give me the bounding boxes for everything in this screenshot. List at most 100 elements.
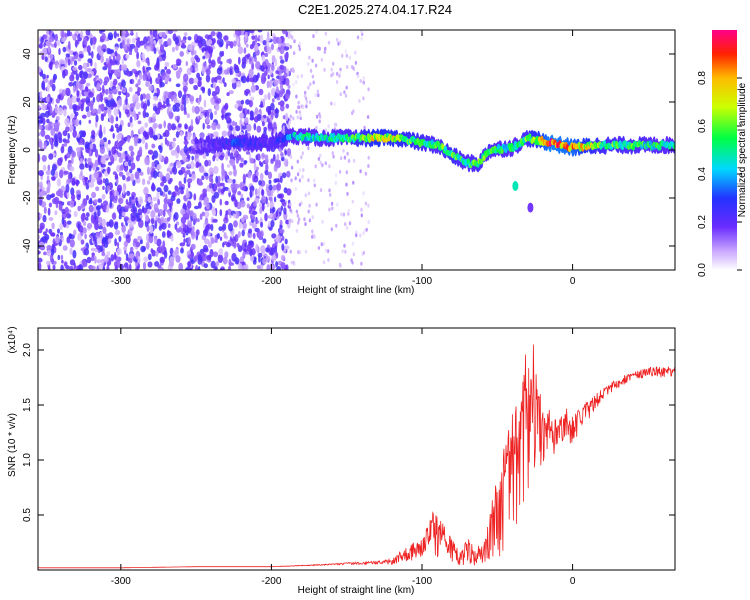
noise-cell	[167, 217, 171, 222]
noise-cell	[39, 213, 43, 219]
noise-cell	[159, 82, 165, 88]
noise-cell	[145, 93, 151, 102]
sparse-noise-cell	[324, 161, 327, 166]
noise-cell	[43, 206, 47, 214]
noise-cell	[257, 188, 261, 197]
noise-cell	[241, 186, 246, 191]
noise-cell	[55, 236, 60, 244]
noise-cell	[265, 247, 270, 253]
noise-cell	[194, 105, 200, 115]
noise-cell	[75, 179, 79, 187]
sparse-noise-cell	[315, 125, 318, 130]
noise-cell	[126, 190, 131, 197]
noise-cell	[142, 205, 145, 213]
noise-cell	[121, 87, 127, 94]
noise-cell	[212, 218, 218, 223]
noise-cell	[228, 265, 232, 270]
noise-cell	[203, 222, 206, 230]
noise-cell	[41, 154, 47, 162]
noise-cell	[160, 142, 163, 147]
noise-cell	[207, 39, 213, 45]
noise-cell	[197, 76, 202, 81]
sparse-noise-cell	[334, 122, 338, 127]
sparse-noise-cell	[345, 85, 348, 90]
sparse-noise-cell	[307, 209, 310, 214]
noise-cell	[112, 132, 115, 139]
sparse-noise-cell	[304, 193, 307, 198]
sparse-noise-cell	[364, 171, 368, 176]
noise-cell	[234, 104, 239, 109]
noise-cell	[210, 223, 214, 232]
noise-cell	[269, 69, 273, 76]
noise-cell	[118, 198, 124, 205]
noise-cell	[193, 77, 198, 84]
noise-cell	[110, 254, 115, 262]
noise-cell	[57, 39, 60, 47]
sparse-noise-cell	[296, 213, 300, 218]
noise-cell	[261, 195, 266, 204]
noise-cell	[246, 43, 249, 48]
noise-cell	[201, 175, 205, 180]
noise-cell	[190, 243, 196, 250]
noise-cell	[215, 86, 220, 93]
noise-cell	[62, 46, 67, 53]
noise-cell	[213, 191, 220, 199]
noise-cell	[51, 110, 55, 117]
noise-cell	[258, 255, 261, 263]
noise-cell	[162, 132, 167, 137]
noise-cell	[97, 198, 102, 204]
noise-cell	[132, 94, 136, 103]
noise-cell	[230, 230, 234, 239]
noise-cell	[172, 137, 177, 142]
noise-cell	[69, 259, 76, 266]
sparse-noise-cell	[321, 219, 324, 224]
noise-cell	[253, 116, 259, 123]
noise-cell	[131, 68, 137, 73]
noise-cell	[270, 63, 275, 72]
noise-cell	[71, 95, 77, 104]
noise-cell	[202, 55, 206, 60]
colorbar-tick-label: 0.6	[697, 119, 708, 133]
noise-cell	[62, 245, 68, 251]
noise-cell	[239, 112, 245, 119]
noise-cell	[130, 30, 134, 34]
noise-cell	[148, 126, 153, 135]
noise-cell	[164, 156, 169, 165]
noise-cell	[118, 145, 123, 151]
noise-cell	[180, 149, 184, 156]
sparse-noise-cell	[331, 151, 334, 156]
noise-cell	[259, 207, 263, 214]
noise-cell	[54, 104, 59, 114]
noise-cell	[201, 211, 205, 217]
sparse-noise-cell	[328, 188, 331, 193]
noise-cell	[100, 55, 104, 63]
sparse-noise-cell	[363, 228, 367, 233]
spectrogram-marks	[38, 30, 675, 270]
noise-cell	[49, 63, 53, 71]
noise-cell	[281, 156, 285, 162]
noise-cell	[183, 140, 189, 145]
noise-cell	[144, 142, 148, 150]
noise-cell	[222, 223, 227, 231]
sparse-noise-cell	[352, 158, 356, 163]
noise-cell	[90, 247, 96, 252]
noise-cell	[112, 212, 117, 220]
snr-scale-label: (x10⁴)	[7, 326, 18, 353]
noise-cell	[203, 263, 208, 269]
noise-cell	[156, 47, 159, 52]
noise-cell	[247, 109, 250, 115]
noise-cell	[145, 45, 151, 52]
noise-cell	[264, 170, 269, 176]
sparse-noise-cell	[301, 151, 304, 156]
sparse-noise-cell	[344, 49, 348, 54]
noise-cell	[86, 67, 92, 73]
noise-cell	[58, 202, 63, 211]
noise-cell	[59, 169, 64, 179]
noise-cell	[209, 249, 214, 258]
sparse-noise-cell	[344, 249, 347, 254]
noise-cell	[147, 196, 152, 203]
noise-cell	[254, 188, 258, 196]
noise-cell	[260, 77, 266, 85]
noise-cell	[180, 189, 184, 195]
sparse-noise-cell	[352, 252, 356, 257]
